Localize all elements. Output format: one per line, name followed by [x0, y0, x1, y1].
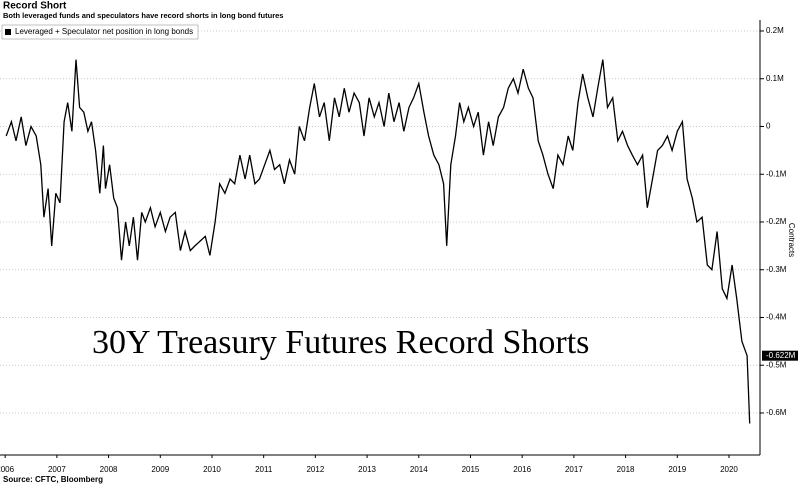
x-tick-label: 2006 — [0, 465, 15, 474]
y-tick-label: 0.2M — [766, 26, 784, 35]
y-tick-label: -0.6M — [766, 408, 787, 417]
y-axis-label: Contracts — [787, 223, 796, 257]
source: Source: CFTC, Bloomberg — [3, 475, 103, 484]
x-tick-label: 2014 — [410, 465, 428, 474]
y-tick-label: -0.1M — [766, 169, 787, 178]
y-tick-label: -0.2M — [766, 217, 787, 226]
x-tick-label: 2016 — [513, 465, 531, 474]
chart-subtitle: Both leveraged funds and speculators hav… — [3, 11, 283, 20]
x-tick-label: 2017 — [565, 465, 583, 474]
value-label: -0.622M — [766, 351, 796, 360]
series-line — [5, 59, 751, 424]
value-label-box — [762, 350, 798, 361]
x-tick-label: 2019 — [668, 465, 686, 474]
y-tick-label: 0 — [766, 122, 771, 131]
chart-title: Record Short — [3, 1, 67, 12]
x-tick-label: 2011 — [255, 465, 273, 474]
x-tick-label: 2007 — [48, 465, 66, 474]
x-tick-label: 2008 — [100, 465, 118, 474]
annotation: 30Y Treasury Futures Record Shorts — [92, 324, 589, 361]
legend-label: Leveraged + Speculator net position in l… — [15, 27, 193, 36]
x-tick-label: 2013 — [358, 465, 376, 474]
x-tick-label: 2018 — [617, 465, 635, 474]
y-tick-label: -0.5M — [766, 360, 787, 369]
y-tick-label: -0.3M — [766, 265, 787, 274]
y-tick-label: 0.1M — [766, 74, 784, 83]
x-tick-label: 2012 — [306, 465, 324, 474]
x-tick-label: 2010 — [203, 465, 221, 474]
y-tick-label: -0.4M — [766, 313, 787, 322]
legend-swatch — [5, 29, 11, 35]
x-tick-label: 2015 — [462, 465, 480, 474]
x-tick-label: 2020 — [720, 465, 738, 474]
x-tick-label: 2009 — [151, 465, 169, 474]
legend-box — [1, 24, 199, 40]
